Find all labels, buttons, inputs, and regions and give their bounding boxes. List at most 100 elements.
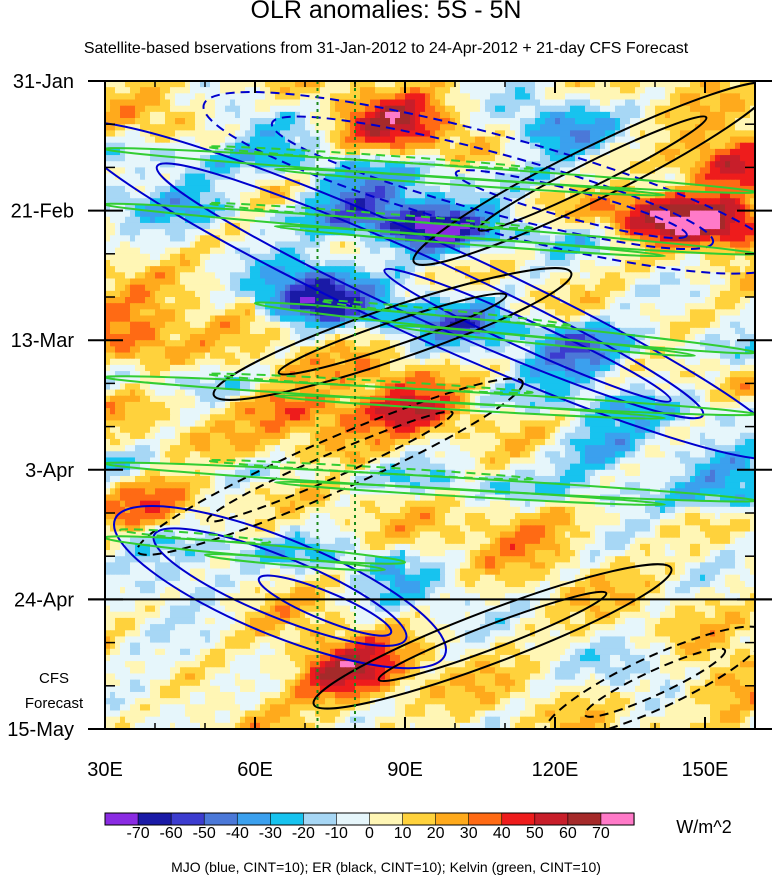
heat-cell xyxy=(280,266,286,273)
heat-cell xyxy=(130,99,136,107)
heat-cell xyxy=(280,192,286,199)
heat-cell xyxy=(520,105,526,113)
heat-cell xyxy=(535,247,541,255)
heat-cell xyxy=(475,130,481,138)
heat-cell xyxy=(645,229,651,236)
heat-cell xyxy=(300,235,306,243)
heat-cell xyxy=(500,167,506,175)
heat-cell xyxy=(725,266,731,273)
heat-cell xyxy=(750,303,756,310)
heat-cell xyxy=(240,93,246,101)
heat-cell xyxy=(595,216,601,224)
heat-cell xyxy=(700,303,706,310)
heat-cell xyxy=(490,105,496,113)
heat-cell xyxy=(365,124,371,131)
heat-cell xyxy=(550,111,556,119)
heat-cell xyxy=(125,87,131,94)
heat-cell xyxy=(130,259,136,267)
heat-cell xyxy=(505,136,511,144)
heat-cell xyxy=(215,136,221,144)
heat-cell xyxy=(600,216,606,224)
heat-cell xyxy=(580,179,586,187)
heat-cell xyxy=(225,204,231,212)
heat-cell xyxy=(335,278,341,286)
heat-cell xyxy=(615,259,621,267)
heat-cell xyxy=(125,105,131,113)
heat-cell xyxy=(640,93,646,101)
heat-cell xyxy=(460,81,466,88)
heat-cell xyxy=(170,235,176,243)
heat-cell xyxy=(730,278,736,286)
heat-cell xyxy=(420,272,426,280)
heat-cell xyxy=(105,284,111,292)
heat-cell xyxy=(560,167,566,175)
heat-cell xyxy=(590,105,596,113)
heat-cell xyxy=(230,136,236,144)
heat-cell xyxy=(585,148,591,156)
heat-cell xyxy=(450,118,456,125)
heat-cell xyxy=(215,118,221,125)
heat-cell xyxy=(125,247,131,255)
heat-cell xyxy=(405,161,411,168)
heat-cell xyxy=(170,303,176,310)
heat-cell xyxy=(545,105,551,113)
heat-cell xyxy=(245,142,251,150)
heat-cell xyxy=(125,259,131,267)
heat-cell xyxy=(545,124,551,131)
heat-cell xyxy=(275,124,281,131)
heat-cell xyxy=(710,81,716,88)
heat-cell xyxy=(720,93,726,101)
heat-cell xyxy=(285,284,291,292)
heat-cell xyxy=(105,216,111,224)
heat-cell xyxy=(555,161,561,168)
heat-cell xyxy=(225,259,231,267)
heat-cell xyxy=(440,272,446,280)
heat-cell xyxy=(520,297,526,304)
heat-cell xyxy=(160,290,166,298)
heat-cell xyxy=(540,210,546,218)
heat-cell xyxy=(220,99,226,107)
heat-cell xyxy=(250,185,256,193)
heat-cell xyxy=(700,216,706,224)
heat-cell xyxy=(270,124,276,131)
heat-cell xyxy=(370,259,376,267)
heat-cell xyxy=(120,93,126,101)
heat-cell xyxy=(305,266,311,273)
heat-cell xyxy=(125,241,131,249)
heat-cell xyxy=(720,81,726,88)
heat-cell xyxy=(165,87,171,94)
heat-cell xyxy=(600,148,606,156)
heat-cell xyxy=(715,278,721,286)
heat-cell xyxy=(115,93,121,101)
heat-cell xyxy=(480,99,486,107)
heat-cell xyxy=(325,87,331,94)
heat-cell xyxy=(625,222,631,230)
heat-cell xyxy=(340,309,346,317)
heat-cell xyxy=(690,87,696,94)
heat-cell xyxy=(690,204,696,212)
heat-cell xyxy=(320,297,326,304)
heat-cell xyxy=(560,216,566,224)
heat-cell xyxy=(555,167,561,175)
heat-cell xyxy=(500,303,506,310)
heat-cell xyxy=(725,272,731,280)
heat-cell xyxy=(365,93,371,101)
heat-cell xyxy=(205,142,211,150)
heat-cell xyxy=(150,142,156,150)
heat-cell xyxy=(445,93,451,101)
heat-cell xyxy=(475,124,481,131)
heat-cell xyxy=(705,284,711,292)
heat-cell xyxy=(545,266,551,273)
heat-cell xyxy=(530,99,536,107)
heat-cell xyxy=(260,136,266,144)
heat-cell xyxy=(450,303,456,310)
heat-cell xyxy=(510,259,516,267)
heat-cell xyxy=(310,235,316,243)
heat-cell xyxy=(460,235,466,243)
heat-cell xyxy=(655,118,661,125)
heat-cell xyxy=(130,204,136,212)
heat-cell xyxy=(590,253,596,261)
heat-cell xyxy=(385,99,391,107)
heat-cell xyxy=(105,253,111,261)
heat-cell xyxy=(635,253,641,261)
